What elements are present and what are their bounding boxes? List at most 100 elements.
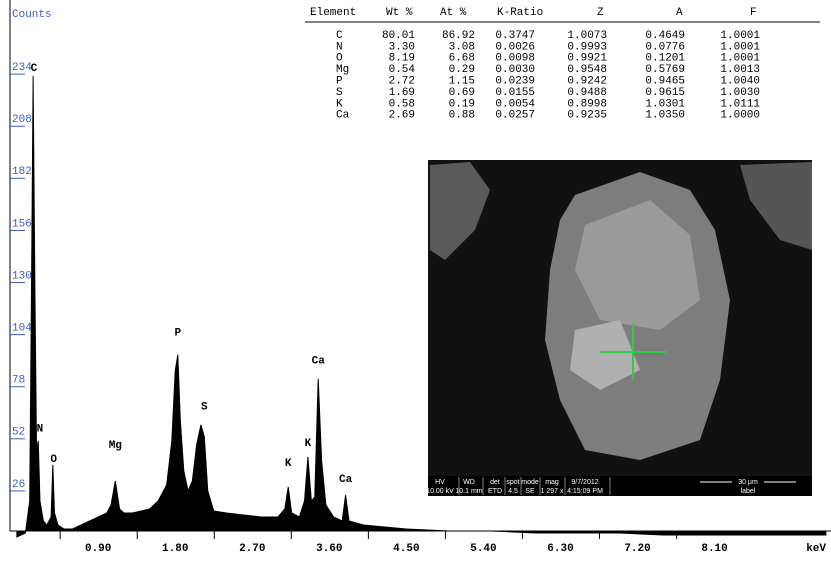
table-cell: 0.9548 bbox=[567, 64, 607, 76]
table-cell: 0.1201 bbox=[645, 53, 685, 65]
table-cell: 0.5769 bbox=[645, 64, 685, 76]
x-tick-label: 0.90 bbox=[85, 543, 111, 555]
table-cell: 1.0030 bbox=[720, 87, 760, 99]
table-cell: 1.0350 bbox=[645, 110, 685, 122]
y-tick-label: 208 bbox=[12, 114, 32, 126]
x-axis-label: keV bbox=[806, 543, 826, 555]
table-cell: 0.8998 bbox=[567, 98, 607, 110]
y-tick-label: 52 bbox=[12, 427, 25, 439]
table-cell: 6.68 bbox=[449, 53, 475, 65]
table-header: K-Ratio bbox=[497, 7, 543, 19]
table-cell: Ca bbox=[336, 110, 350, 122]
info-value: 4:15:09 PM bbox=[567, 488, 603, 495]
table-cell: 1.0001 bbox=[720, 53, 760, 65]
table-cell: 0.19 bbox=[449, 98, 475, 110]
table-cell: 0.0030 bbox=[495, 64, 535, 76]
table-cell: 3.08 bbox=[449, 41, 475, 53]
table-cell: P bbox=[336, 76, 343, 88]
y-tick-label: 234 bbox=[12, 62, 32, 74]
y-tick-label: 130 bbox=[12, 270, 32, 282]
table-cell: 2.72 bbox=[389, 76, 415, 88]
info-label: HV bbox=[435, 479, 445, 486]
table-header: Wt % bbox=[386, 7, 413, 19]
table-cell: N bbox=[336, 41, 343, 53]
table-cell: S bbox=[336, 87, 343, 99]
y-tick-label: 26 bbox=[12, 479, 25, 491]
x-tick-label: 5.40 bbox=[470, 543, 496, 555]
table-cell: 2.69 bbox=[389, 110, 415, 122]
chart: HV 10.00 kV WD 10.1 mm det ETD spot 4.5mode SE ma… bbox=[0, 0, 831, 561]
table-cell: 0.9921 bbox=[567, 53, 607, 65]
table-cell: 0.9488 bbox=[567, 87, 607, 99]
info-value: 1 297 x bbox=[541, 488, 564, 495]
peak-label: N bbox=[37, 424, 44, 436]
info-value: 10.1 mm bbox=[455, 488, 482, 495]
table-cell: 0.88 bbox=[449, 110, 475, 122]
table-cell: 1.69 bbox=[389, 87, 415, 99]
table-cell: 1.0301 bbox=[645, 98, 685, 110]
table-cell: 1.0040 bbox=[720, 76, 760, 88]
table-cell: 1.0013 bbox=[720, 64, 760, 76]
table-cell: 1.15 bbox=[449, 76, 475, 88]
x-tick-label: 7.20 bbox=[624, 543, 650, 555]
info-label: WD bbox=[463, 479, 475, 486]
table-header: A bbox=[676, 7, 683, 19]
table-cell: 0.29 bbox=[449, 64, 475, 76]
x-tick-label: 4.50 bbox=[393, 543, 419, 555]
info-label: det bbox=[490, 479, 500, 486]
table-cell: 0.4649 bbox=[645, 30, 685, 42]
table-cell: 0.3747 bbox=[495, 30, 535, 42]
table-cell: 0.9242 bbox=[567, 76, 607, 88]
table-cell: 0.9615 bbox=[645, 87, 685, 99]
info-value: 4.5 bbox=[508, 488, 518, 495]
x-tick-label: 2.70 bbox=[239, 543, 265, 555]
table-cell: 1.0073 bbox=[567, 30, 607, 42]
table-cell: 1.0001 bbox=[720, 30, 760, 42]
table-cell: 3.30 bbox=[389, 41, 415, 53]
x-tick-label: 6.30 bbox=[547, 543, 573, 555]
info-value: ETD bbox=[488, 488, 502, 495]
info-label: 9/7/2012 bbox=[571, 479, 598, 486]
y-tick-label: 78 bbox=[12, 375, 25, 387]
table-cell: 1.0111 bbox=[720, 98, 760, 110]
table-cell: K bbox=[336, 98, 343, 110]
table-cell: 0.0257 bbox=[495, 110, 535, 122]
table-cell: 1.0001 bbox=[720, 41, 760, 53]
table-cell: 0.69 bbox=[449, 87, 475, 99]
table-cell: 0.0098 bbox=[495, 53, 535, 65]
info-value: label bbox=[741, 488, 756, 495]
table-cell: 0.58 bbox=[389, 98, 415, 110]
peak-label: S bbox=[201, 402, 208, 414]
info-label: mag bbox=[545, 479, 559, 486]
table-cell: 8.19 bbox=[389, 53, 415, 65]
peak-label: P bbox=[174, 328, 181, 340]
peak-label: Mg bbox=[109, 440, 122, 452]
table-cell: 0.9465 bbox=[645, 76, 685, 88]
table-cell: 0.0026 bbox=[495, 41, 535, 53]
table-cell: C bbox=[336, 30, 343, 42]
y-axis-label: Counts bbox=[12, 9, 52, 21]
table-cell: 0.0054 bbox=[495, 98, 535, 110]
table-cell: 0.0776 bbox=[645, 41, 685, 53]
x-tick-label: 8.10 bbox=[701, 543, 727, 555]
table-header: Element bbox=[310, 7, 356, 19]
peak-label: Ca bbox=[312, 356, 326, 368]
info-label: mode bbox=[521, 479, 539, 486]
info-value: 10.00 kV bbox=[426, 488, 454, 495]
info-label: spot bbox=[506, 479, 519, 486]
table-header: F bbox=[750, 7, 757, 19]
y-tick-label: 104 bbox=[12, 323, 32, 335]
table-cell: 1.0000 bbox=[720, 110, 760, 122]
info-value: SE bbox=[525, 488, 535, 495]
peak-label: K bbox=[285, 458, 292, 470]
table-header: At % bbox=[440, 7, 467, 19]
peak-label: K bbox=[305, 438, 312, 450]
table-cell: 86.92 bbox=[442, 30, 475, 42]
x-tick-label: 1.80 bbox=[162, 543, 188, 555]
peak-label: O bbox=[50, 454, 57, 466]
table-cell: Mg bbox=[336, 64, 349, 76]
info-label: 30 µm bbox=[738, 479, 758, 486]
table-cell: 0.9235 bbox=[567, 110, 607, 122]
x-tick-label: 3.60 bbox=[316, 543, 342, 555]
